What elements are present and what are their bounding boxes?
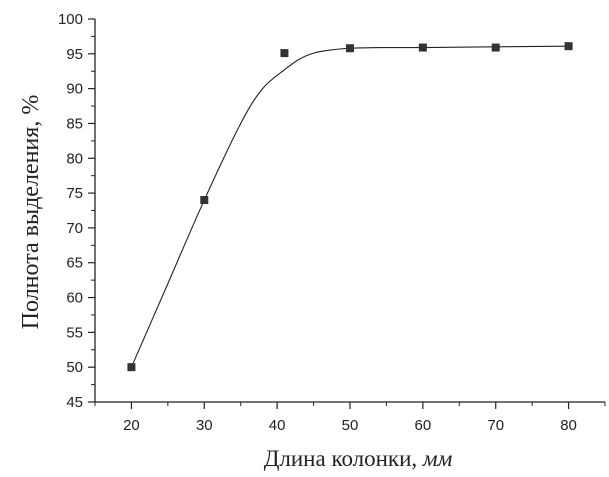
y-tick-label: 70 [66, 220, 83, 237]
y-tick-label: 85 [66, 115, 83, 132]
data-point-marker [346, 44, 354, 53]
y-axis-ticks: 45 50 55 60 65 70 75 80 85 90 95 100 [58, 11, 95, 411]
data-points [127, 42, 573, 372]
fit-curve-layer [130, 45, 569, 368]
x-tick-label: 30 [196, 417, 213, 434]
y-tick-label: 75 [66, 185, 83, 202]
y-tick-label: 60 [66, 290, 83, 307]
y-tick-label: 45 [66, 394, 83, 411]
y-tick-label: 55 [66, 324, 83, 341]
x-tick-label: 40 [269, 417, 286, 434]
y-tick-label: 50 [66, 359, 83, 376]
x-axis-label: Длина колонки, мм [264, 446, 453, 471]
axes [94, 19, 605, 403]
x-axis-label-main: Длина колонки, [264, 446, 423, 471]
data-point-marker [418, 43, 427, 52]
data-point-marker [491, 43, 500, 52]
x-tick-label: 70 [487, 417, 504, 434]
y-tick-label: 95 [66, 46, 83, 63]
y-axis-label: Полнота выделения, % [18, 95, 44, 330]
data-point-marker [200, 196, 209, 205]
x-axis-ticks: 20 30 40 50 60 70 80 [94, 402, 606, 434]
data-point-marker [127, 363, 136, 372]
y-tick-label: 100 [58, 11, 83, 28]
x-axis-label-unit: мм [422, 446, 453, 471]
y-tick-label: 65 [66, 255, 83, 272]
x-tick-label: 20 [123, 417, 140, 434]
x-tick-label: 80 [560, 417, 577, 434]
x-tick-label: 60 [415, 417, 432, 434]
data-point-marker [280, 49, 289, 58]
x-tick-label: 50 [342, 417, 359, 434]
y-tick-label: 80 [66, 150, 83, 167]
data-point-marker [564, 42, 573, 51]
fit-curve-line [130, 45, 569, 368]
y-tick-label: 90 [66, 81, 83, 98]
